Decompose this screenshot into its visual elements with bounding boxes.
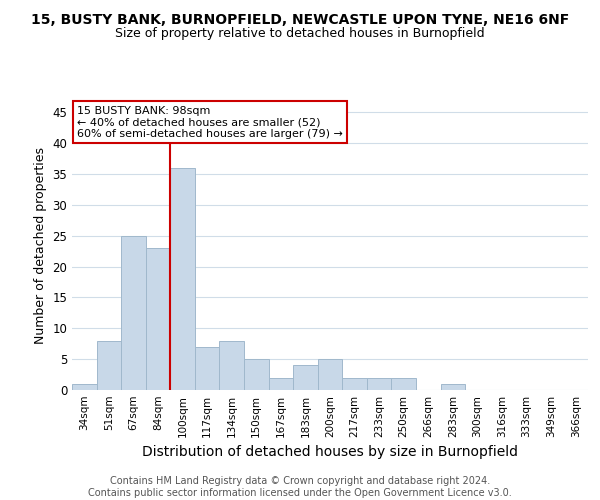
- Bar: [97, 340, 121, 390]
- Bar: [244, 359, 269, 390]
- Bar: [72, 384, 97, 390]
- Bar: [391, 378, 416, 390]
- Text: Contains HM Land Registry data © Crown copyright and database right 2024.
Contai: Contains HM Land Registry data © Crown c…: [88, 476, 512, 498]
- Bar: [269, 378, 293, 390]
- Bar: [146, 248, 170, 390]
- Text: 15 BUSTY BANK: 98sqm
← 40% of detached houses are smaller (52)
60% of semi-detac: 15 BUSTY BANK: 98sqm ← 40% of detached h…: [77, 106, 343, 139]
- Bar: [342, 378, 367, 390]
- Bar: [170, 168, 195, 390]
- Y-axis label: Number of detached properties: Number of detached properties: [34, 146, 47, 344]
- Text: 15, BUSTY BANK, BURNOPFIELD, NEWCASTLE UPON TYNE, NE16 6NF: 15, BUSTY BANK, BURNOPFIELD, NEWCASTLE U…: [31, 12, 569, 26]
- Bar: [318, 359, 342, 390]
- Bar: [440, 384, 465, 390]
- Bar: [293, 366, 318, 390]
- Text: Size of property relative to detached houses in Burnopfield: Size of property relative to detached ho…: [115, 28, 485, 40]
- Bar: [121, 236, 146, 390]
- Bar: [367, 378, 391, 390]
- Bar: [220, 340, 244, 390]
- Bar: [195, 347, 220, 390]
- X-axis label: Distribution of detached houses by size in Burnopfield: Distribution of detached houses by size …: [142, 446, 518, 460]
